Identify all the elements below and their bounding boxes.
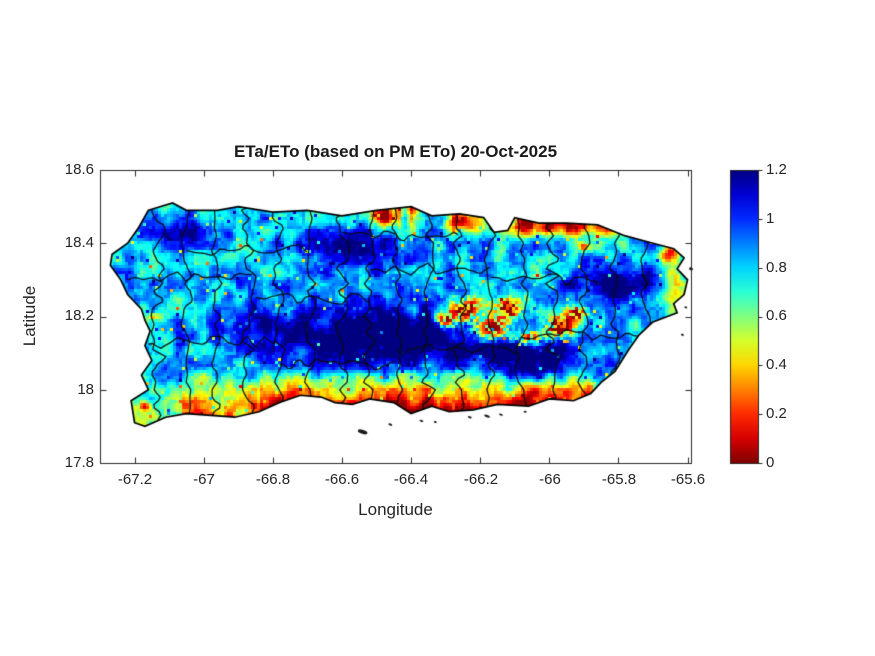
y-tick-label: 18.6 <box>64 161 94 178</box>
x-tick-label: -66.2 <box>463 471 499 488</box>
y-axis-label: Latitude <box>20 285 39 347</box>
x-tick-label: -67.2 <box>117 471 153 488</box>
colorbar-tick-label: 1 <box>766 210 775 227</box>
x-tick-label: -67 <box>193 471 215 488</box>
x-tick-label: -65.8 <box>601 471 637 488</box>
x-axis-label: Longitude <box>358 500 433 519</box>
y-tick-label: 18.4 <box>64 234 94 251</box>
chart-title: ETa/ETo (based on PM ETo) 20-Oct-2025 <box>233 142 558 161</box>
x-tick-label: -66 <box>539 471 561 488</box>
colorbar-tick-label: 0 <box>766 454 775 471</box>
x-tick-label: -65.6 <box>670 471 706 488</box>
x-tick-label: -66.6 <box>324 471 360 488</box>
y-tick-label: 18.2 <box>64 307 94 324</box>
colorbar-tick-label: 0.6 <box>766 307 787 324</box>
colorbar-tick-label: 0.2 <box>766 405 787 422</box>
x-tick-label: -66.8 <box>255 471 291 488</box>
colorbar-tick-label: 1.2 <box>766 161 787 178</box>
colorbar-tick-label: 0.8 <box>766 259 787 276</box>
colorbar-tick-label: 0.4 <box>766 356 787 373</box>
y-tick-label: 17.8 <box>64 454 94 471</box>
y-tick-label: 18 <box>77 381 94 398</box>
x-tick-label: -66.4 <box>393 471 429 488</box>
